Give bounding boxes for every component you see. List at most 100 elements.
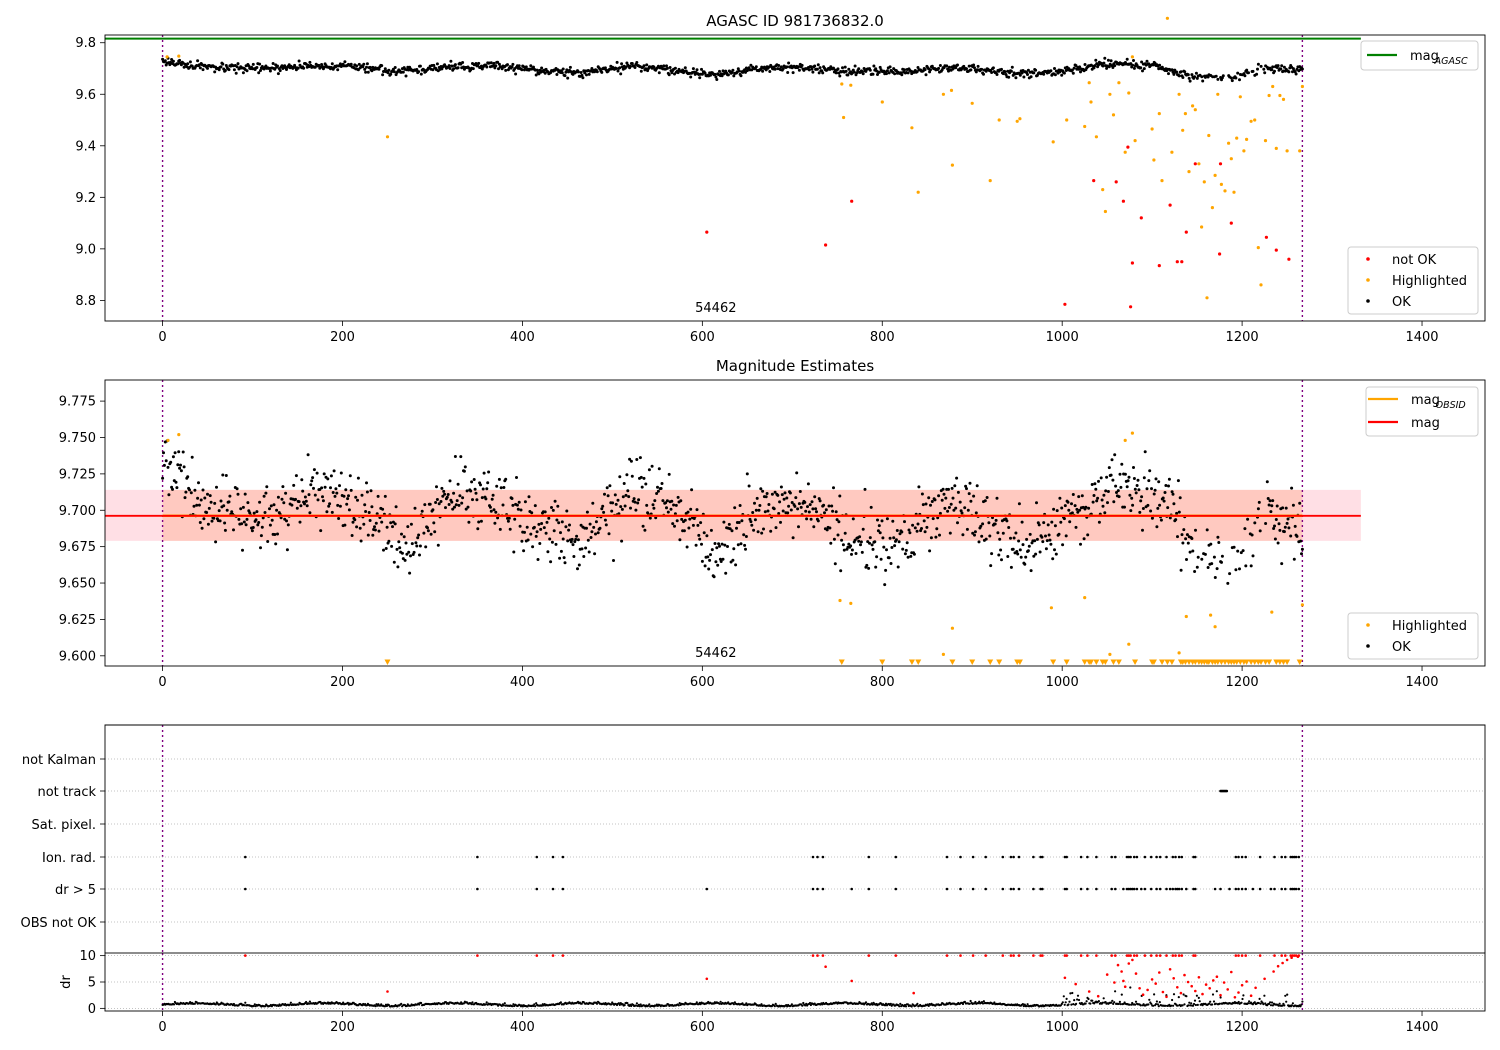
dr-not-ok-point [1234,954,1238,957]
ok-point-mid [965,527,969,531]
ok-point-top [695,68,699,72]
ok-point-mid [941,487,945,491]
ok-point-mid [969,499,973,503]
dr-ok-point [981,1002,985,1005]
ok-point-mid [239,507,243,511]
ok-point-top [497,67,500,71]
ok-point-mid [1147,479,1151,483]
ok-point-top [1280,64,1284,68]
highlighted-point-top [910,126,914,130]
ok-point-mid [1073,504,1077,508]
ok-point-mid [417,533,421,537]
ok-point-mid [865,563,869,567]
ok-point-top [543,71,547,75]
ok-point-mid [182,465,186,469]
ok-point-mid [621,495,625,499]
ok-point-top [1263,71,1267,75]
ok-point-mid [989,564,993,568]
flag-point [1149,855,1153,859]
not-ok-point-top [1168,203,1172,207]
ok-point-top [450,64,454,68]
ok-point-mid [884,568,888,572]
legend-mag-label: mag [1411,416,1440,431]
ok-point-mid [407,550,411,554]
ok-point-mid [912,552,916,556]
flag-point [1149,887,1153,891]
ok-point-top [732,74,736,78]
ok-point-mid [1045,539,1049,543]
ok-point-mid [625,473,629,477]
ok-point-top [1111,66,1115,69]
dr-ok-point [889,1002,892,1006]
legend-obsid-label-subscript: OBSID [1436,400,1466,411]
ok-point-mid [1107,466,1111,470]
mid-ytick-label: 9.625 [59,613,96,628]
ok-point-mid [205,511,209,514]
ok-point-top [587,72,591,76]
dr-ok-point [1061,1001,1064,1004]
ok-point-mid [721,557,725,561]
ok-point-mid [589,536,593,539]
ok-point-mid [794,496,798,500]
flag-point [1294,855,1298,859]
highlighted-point-top [1015,119,1019,123]
ok-point-top [715,78,719,81]
ok-point-mid [1206,566,1210,569]
dr-ok-point [1214,1002,1217,1005]
clipped-marker-mid [1257,659,1264,665]
dr-ok-point [308,1000,311,1003]
ok-point-mid [504,477,508,481]
ok-point-top [1060,73,1064,77]
dr-ok-point [1242,994,1245,997]
ok-point-mid [213,501,217,505]
ok-point-mid [660,482,664,485]
mid-ytick-label: 9.650 [59,577,96,592]
ok-point-top [1071,71,1075,75]
ok-point-mid [887,556,891,560]
flag-point [1273,855,1276,859]
ok-point-mid [374,521,378,525]
ok-point-mid [946,509,950,513]
ok-point-mid [1153,488,1157,492]
ok-point-top [178,58,182,62]
ok-point-mid [387,539,391,543]
dr-ok-point [857,1002,860,1005]
dr-ok-point [801,1004,804,1007]
ok-point-mid [951,496,955,500]
dr-ok-point [968,1002,971,1005]
ok-point-top [474,62,478,65]
flag-point [867,855,871,859]
highlighted-point-top [1157,112,1161,116]
mid|1-xtick-label: 1200 [1226,675,1259,690]
ok-point-mid [1125,485,1129,489]
ok-point-mid [774,526,778,530]
ok-point-top [497,62,501,66]
ok-point-mid [280,497,284,501]
ok-point-mid [998,537,1002,541]
ok-point-mid [790,501,794,504]
ok-point-mid [767,503,771,506]
ok-point-mid [334,487,338,491]
ok-point-mid [1087,506,1091,510]
legend-agasc-label: mag [1410,49,1439,64]
dr|2-xtick-label: 600 [690,1020,715,1035]
ok-point-mid [785,496,789,500]
ok-point-mid [304,499,308,503]
ok-point-mid [705,534,709,538]
dr-ok-point [1164,1004,1167,1007]
ok-point-top [797,65,800,69]
dr-ok-point [1212,1000,1216,1003]
dr-not-ok-point [959,954,962,957]
dr-ok-point [1177,996,1180,999]
dr-ok-point [244,1001,247,1004]
highlighted-point-mid [1083,596,1087,600]
dr-ok-point [484,1003,487,1006]
ok-point-mid [1162,499,1166,503]
ok-point-mid [1053,524,1057,528]
flag-point [816,887,819,891]
ok-point-mid [973,530,977,534]
ok-point-mid [966,508,970,512]
ok-point-mid [759,487,763,491]
ok-point-mid [895,529,899,532]
ok-point-mid [928,549,932,553]
